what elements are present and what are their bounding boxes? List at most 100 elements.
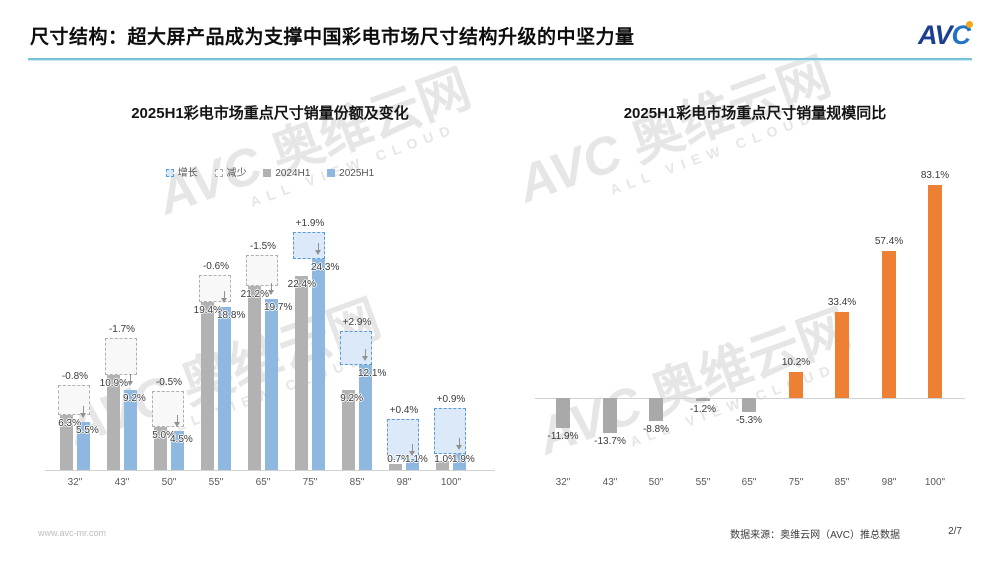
category-label: 32" (67, 477, 83, 488)
share-bar-2024 (342, 390, 355, 470)
yoy-value-label: -8.8% (642, 423, 670, 435)
legend-label: 增长 (177, 168, 198, 179)
change-arrow-icon (80, 406, 86, 419)
change-arrow-icon (127, 374, 133, 387)
yoy-value-label: -1.2% (689, 404, 717, 416)
header-divider (28, 58, 972, 60)
share-value-2025: 24.3% (311, 262, 340, 274)
share-bar-2025 (265, 299, 278, 470)
share-value-2025: 12.1% (358, 367, 387, 379)
share-bar-2024 (154, 426, 167, 470)
change-label: +1.9% (295, 218, 325, 230)
share-chart-plot: 6.3% 5.5% -0.8% 32" 10.9% 9.2% -1.7% 43" 5.0% 4.5… (35, 90, 505, 510)
share-value-2024: 6.3% (58, 418, 81, 430)
category-label: 100" (924, 477, 946, 488)
share-bar-2025 (406, 460, 419, 470)
series-2024-marker-icon (263, 169, 272, 177)
decline-marker-icon (214, 169, 223, 177)
page-title: 尺寸结构：超大屏产品成为支撑中国彩电市场尺寸结构升级的中坚力量 (30, 27, 635, 48)
share-value-2024: 0.7% (387, 454, 410, 465)
yoy-chart-title: 2025H1彩电市场重点尺寸销量规模同比 (623, 105, 887, 122)
share-bar-2024 (295, 275, 308, 470)
yoy-bar (696, 398, 710, 402)
category-label: 50" (648, 477, 664, 488)
yoy-value-label: 10.2% (781, 356, 811, 368)
change-box (58, 385, 90, 416)
category-label: 75" (302, 477, 318, 488)
yoy-value-label: -5.3% (735, 414, 763, 426)
change-box (246, 254, 278, 286)
change-label: -0.8% (61, 371, 89, 383)
yoy-value-label: -11.9% (547, 431, 579, 443)
share-value-2025: 1.9% (452, 454, 475, 465)
change-arrow-icon (268, 283, 274, 295)
share-bar-2025 (218, 306, 231, 470)
change-arrow-icon (362, 348, 368, 361)
change-label: +0.4% (389, 405, 419, 417)
yoy-bar (835, 312, 849, 398)
share-chart: 2025H1彩电市场重点尺寸销量份额及变化 增长 减少 2024H1 2025H… (35, 90, 505, 510)
share-bar-2025 (453, 453, 466, 470)
yoy-bar (789, 371, 803, 398)
avc-logo-av: AV (917, 20, 953, 50)
yoy-chart-plot: -11.9% 32" -13.7% 43" -8.8% 50" -1.2% 55" -5.3% 6… (520, 90, 990, 510)
change-label: +0.9% (436, 393, 466, 405)
share-value-2025: 9.2% (123, 393, 146, 405)
share-value-2024: 22.4% (287, 278, 316, 290)
yoy-value-label: 83.1% (920, 170, 950, 182)
change-box (105, 338, 137, 376)
share-bar-2024 (389, 463, 402, 470)
yoy-bar (882, 251, 896, 398)
category-label: 100" (440, 477, 462, 488)
category-label: 65" (255, 477, 271, 488)
share-value-2024: 21.2% (240, 288, 269, 300)
yoy-bar (556, 398, 570, 429)
category-label: 85" (834, 477, 850, 488)
avc-logo-dot-icon (966, 21, 973, 28)
change-label: +2.9% (342, 316, 372, 328)
share-value-2024: 9.2% (340, 393, 363, 405)
yoy-bar (649, 398, 663, 421)
change-label: -1.7% (108, 324, 136, 336)
growth-marker-icon (165, 169, 174, 177)
share-value-2025: 1.1% (405, 454, 428, 465)
share-bar-2025 (359, 364, 372, 470)
legend-item-2024h1: 2024H1 (263, 168, 310, 179)
category-label: 43" (602, 477, 618, 488)
category-label: 98" (396, 477, 412, 488)
category-label: 85" (349, 477, 365, 488)
change-label: -0.5% (155, 376, 183, 388)
website-url: www.avc-mr.com (38, 528, 107, 538)
share-value-2024: 10.9% (99, 378, 128, 390)
avc-logo: AVC (917, 20, 973, 51)
change-label: -0.6% (202, 260, 230, 272)
yoy-bar (603, 398, 617, 434)
page-number: 2/7 (948, 526, 962, 537)
change-label: -1.5% (249, 240, 277, 252)
change-box (152, 390, 184, 427)
category-label: 98" (881, 477, 897, 488)
share-bar-2025 (77, 422, 90, 470)
legend-label: 2025H1 (339, 168, 375, 179)
legend-label: 2024H1 (275, 168, 311, 179)
share-bar-2024 (107, 375, 120, 470)
yoy-value-label: -13.7% (594, 436, 626, 448)
category-label: 55" (208, 477, 224, 488)
legend-item-2025h1: 2025H1 (327, 168, 374, 179)
avc-logo-c: C (952, 20, 973, 50)
yoy-chart: 2025H1彩电市场重点尺寸销量规模同比 -11.9% 32" -13.7% 43" -… (520, 90, 990, 510)
change-arrow-icon (221, 290, 227, 303)
share-chart-title: 2025H1彩电市场重点尺寸销量份额及变化 (131, 105, 409, 122)
change-box (199, 274, 231, 302)
share-bar-2024 (60, 415, 73, 470)
change-box (434, 407, 466, 454)
share-value-2024: 1.0% (434, 454, 457, 465)
change-arrow-icon (456, 437, 462, 450)
share-bar-2024 (248, 285, 261, 470)
share-value-2024: 5.0% (152, 429, 175, 441)
category-label: 55" (695, 477, 711, 488)
change-arrow-icon (174, 414, 180, 427)
share-bar-2024 (201, 301, 214, 470)
yoy-bar (742, 398, 756, 412)
